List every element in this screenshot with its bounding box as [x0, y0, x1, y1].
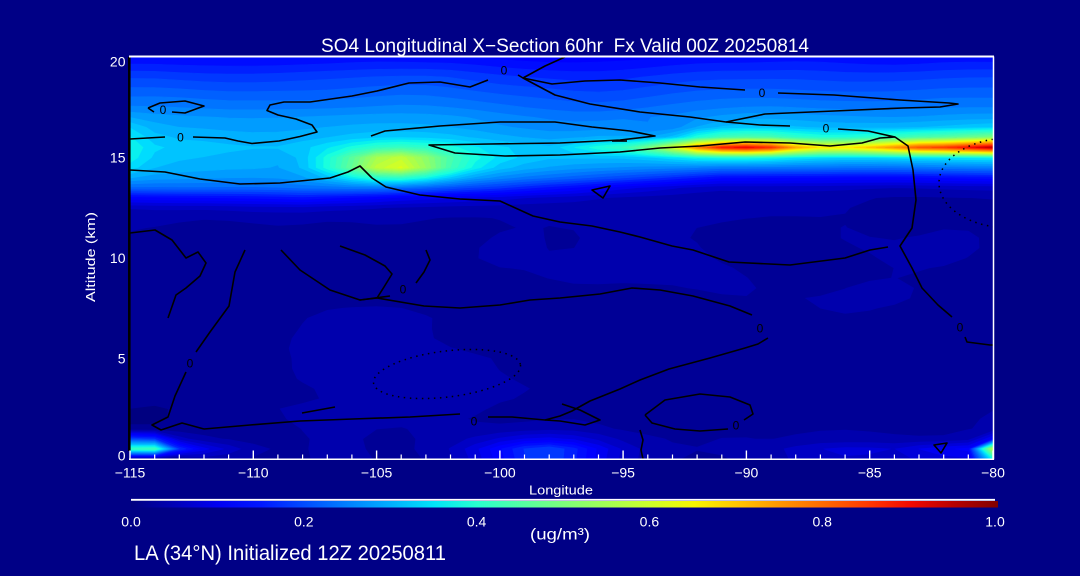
- svg-text:0: 0: [187, 357, 194, 371]
- svg-text:Longitude: Longitude: [529, 483, 593, 498]
- svg-text:0: 0: [160, 103, 167, 117]
- svg-text:−110: −110: [238, 465, 269, 481]
- svg-text:0: 0: [177, 131, 184, 145]
- svg-text:LA (34°N) Initialized 12Z 2025: LA (34°N) Initialized 12Z 20250811: [134, 542, 446, 565]
- svg-text:0: 0: [759, 86, 766, 100]
- svg-text:−95: −95: [611, 465, 635, 481]
- svg-text:−100: −100: [484, 465, 516, 481]
- svg-text:Altitude (km): Altitude (km): [83, 212, 98, 302]
- svg-text:0: 0: [757, 322, 764, 336]
- svg-text:−115: −115: [115, 465, 146, 481]
- svg-text:0.4: 0.4: [467, 514, 487, 530]
- svg-text:0: 0: [501, 64, 508, 78]
- svg-text:0.6: 0.6: [640, 514, 660, 530]
- svg-text:15: 15: [110, 150, 126, 166]
- svg-text:−105: −105: [361, 465, 393, 481]
- svg-text:5: 5: [118, 351, 126, 367]
- svg-text:1.0: 1.0: [985, 514, 1005, 530]
- svg-text:0.2: 0.2: [294, 514, 314, 530]
- svg-text:0: 0: [400, 283, 407, 297]
- svg-text:−80: −80: [981, 465, 1005, 481]
- svg-text:(ug/m³): (ug/m³): [530, 527, 590, 544]
- svg-text:−90: −90: [735, 465, 759, 481]
- svg-text:0.0: 0.0: [121, 514, 141, 530]
- svg-text:SO4 Longitudinal X−Section 60h: SO4 Longitudinal X−Section 60hr Fx Valid…: [321, 36, 809, 57]
- svg-text:0: 0: [118, 448, 126, 464]
- svg-text:−85: −85: [858, 465, 882, 481]
- svg-text:0: 0: [823, 122, 830, 136]
- svg-text:0: 0: [957, 321, 964, 335]
- svg-text:20: 20: [110, 54, 126, 70]
- svg-text:0.8: 0.8: [812, 514, 832, 530]
- svg-text:0: 0: [733, 419, 740, 433]
- svg-text:10: 10: [110, 250, 126, 266]
- svg-text:0: 0: [471, 415, 478, 429]
